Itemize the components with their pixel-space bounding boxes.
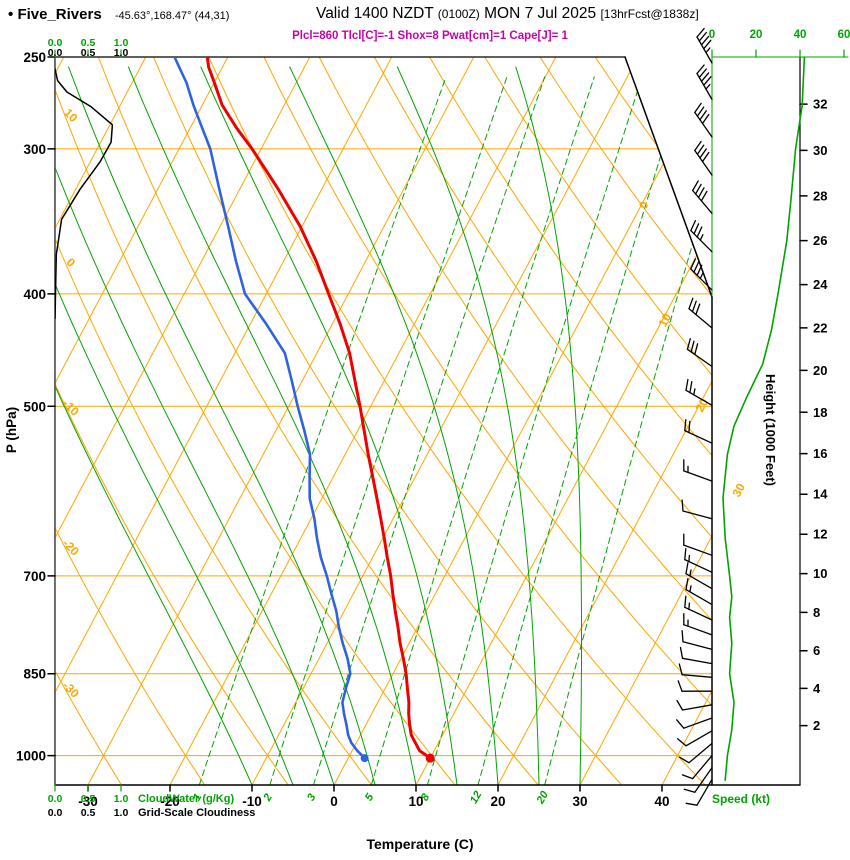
svg-text:0.0: 0.0: [48, 37, 63, 49]
svg-text:24: 24: [813, 277, 828, 292]
svg-text:0.5: 0.5: [81, 47, 96, 59]
svg-text:20: 20: [692, 396, 711, 415]
svg-text:0: 0: [330, 794, 338, 809]
svg-text:10: 10: [61, 106, 81, 126]
svg-text:12: 12: [813, 527, 827, 542]
svg-text:20: 20: [750, 29, 763, 41]
svg-text:3: 3: [305, 792, 318, 803]
svg-text:0: 0: [64, 255, 79, 270]
svg-text:10: 10: [408, 794, 423, 809]
svg-text:0: 0: [709, 29, 715, 41]
axis-titles: P (hPa) Temperature (C) Height (1000 Feet)…: [4, 374, 778, 852]
svg-text:4: 4: [813, 681, 821, 696]
svg-text:-10: -10: [60, 396, 82, 418]
svg-text:500: 500: [23, 399, 46, 414]
svg-text:2: 2: [261, 792, 275, 804]
svg-text:22: 22: [813, 320, 827, 335]
svg-text:850: 850: [23, 667, 46, 682]
svg-text:10: 10: [813, 566, 827, 581]
height-axis-title: Height (1000 Feet): [763, 374, 778, 486]
speed-profile: [722, 56, 806, 781]
svg-text:400: 400: [23, 287, 46, 302]
cloudwater-axis-title: CloudWater (g/Kg): [138, 793, 234, 805]
svg-text:0.5: 0.5: [81, 807, 96, 819]
cloud-profiles: [55, 57, 114, 785]
svg-text:250: 250: [23, 50, 46, 65]
svg-text:1000: 1000: [16, 749, 46, 764]
forecast-info: [13hrFcst@1838z]: [600, 7, 699, 21]
svg-text:40: 40: [794, 29, 807, 41]
svg-text:40: 40: [654, 794, 669, 809]
plot-frame: [54, 56, 849, 786]
speed-axis-title: Speed (kt): [712, 792, 770, 806]
station-bullet: •: [8, 6, 14, 23]
speed-trace: [722, 56, 806, 781]
svg-text:30: 30: [729, 481, 748, 500]
svg-text:1.0: 1.0: [114, 37, 129, 49]
svg-text:1.0: 1.0: [114, 47, 129, 59]
svg-text:8: 8: [813, 605, 820, 620]
surface-temperature-dot: [425, 753, 435, 763]
svg-text:10: 10: [656, 311, 675, 330]
svg-text:300: 300: [23, 142, 46, 157]
svg-text:0.5: 0.5: [81, 793, 96, 805]
svg-text:0.0: 0.0: [48, 807, 63, 819]
svg-text:0.0: 0.0: [48, 47, 63, 59]
grid-orange: [55, 57, 712, 785]
svg-text:6: 6: [813, 643, 820, 658]
svg-text:-10: -10: [242, 794, 262, 809]
svg-text:28: 28: [813, 188, 827, 203]
station-coords: -45.63°,168.47° (44,31): [114, 10, 230, 22]
svg-text:20: 20: [534, 788, 551, 806]
station-title: • Five_Rivers -45.63°,168.47° (44,31): [8, 6, 229, 23]
svg-text:700: 700: [23, 569, 46, 584]
sounding-traces: [173, 57, 435, 763]
valid-utc: (0100Z): [437, 7, 480, 21]
station-name: Five_Rivers: [17, 6, 102, 23]
svg-text:30: 30: [813, 143, 827, 158]
svg-text:1: 1: [191, 792, 204, 803]
svg-text:-30: -30: [78, 794, 98, 809]
svg-text:20: 20: [813, 363, 827, 378]
svg-text:-30: -30: [60, 678, 82, 700]
wind-barbs: [676, 27, 713, 806]
temperature-trace: [205, 57, 432, 760]
svg-text:12: 12: [468, 789, 485, 806]
cloudiness-trace: [55, 68, 114, 320]
valid-date: MON 7 Jul 2025: [484, 5, 597, 22]
svg-text:-20: -20: [60, 536, 82, 558]
svg-text:5: 5: [363, 791, 377, 803]
svg-text:14: 14: [813, 487, 828, 502]
sounding-indices: Plcl=860 Tlcl[C]=-1 Shox=8 Pwat[cm]=1 Ca…: [292, 30, 568, 42]
svg-text:2: 2: [813, 718, 820, 733]
svg-text:20: 20: [490, 794, 505, 809]
svg-text:0.0: 0.0: [48, 793, 63, 805]
svg-text:30: 30: [572, 794, 587, 809]
svg-text:18: 18: [813, 405, 827, 420]
svg-text:1.0: 1.0: [114, 793, 129, 805]
temperature-axis-title: Temperature (C): [366, 836, 473, 852]
svg-text:32: 32: [813, 97, 827, 112]
svg-text:16: 16: [813, 446, 827, 461]
svg-text:-20: -20: [160, 794, 180, 809]
cloudiness-axis-title: Grid-Scale Cloudiness: [138, 807, 255, 819]
dewpoint-trace: [173, 57, 366, 760]
svg-text:60: 60: [838, 29, 850, 41]
pressure-axis-title: P (hPa): [4, 407, 19, 453]
svg-text:26: 26: [813, 233, 827, 248]
svg-text:0.5: 0.5: [81, 37, 96, 49]
surface-dewpoint-dot: [360, 754, 369, 763]
svg-text:1.0: 1.0: [114, 807, 129, 819]
valid-time: Valid 1400 NZDT: [316, 5, 434, 22]
grid-green: [55, 66, 712, 785]
valid-time-line: Valid 1400 NZDT (0100Z) MON 7 Jul 2025 […: [316, 5, 699, 23]
